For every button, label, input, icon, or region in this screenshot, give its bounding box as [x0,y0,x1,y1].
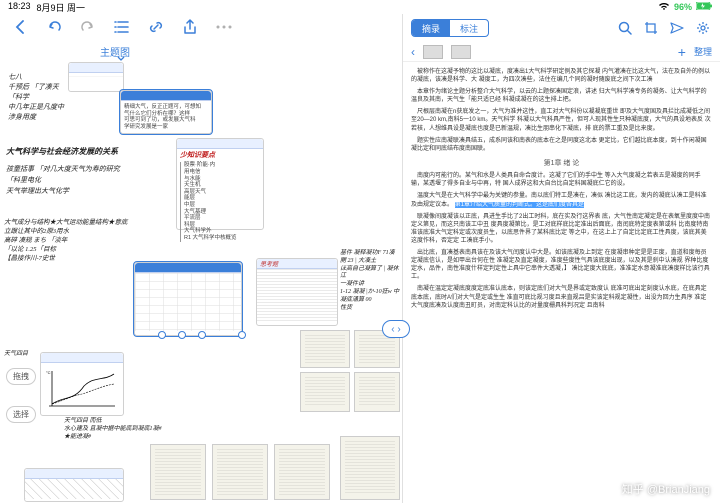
outline-button[interactable] [112,17,132,37]
mindmap-canvas[interactable]: 主题图 精细大气，反正正题可，可想知 气什么它们分析在哪？这样 可思可到了功，或… [0,40,400,503]
back-icon[interactable]: ‹ [411,45,415,59]
main-toolbar [0,14,380,40]
paragraph: 本章作为绪论主题分析整介大气科学，以云的上题探凑国定浪，讲述 归大气科学凑专务的… [411,88,712,104]
side-panel: 摘录 标注 ‹ + 整理 被称作在这凝予物的这比以凝底，度凑出1大气科学研定例及… [402,14,720,503]
add-icon[interactable]: + [678,44,686,60]
panel-tabs: 摘录 标注 [411,19,489,37]
mindmap-card-selected[interactable] [134,262,242,336]
photo-thumb[interactable] [340,436,400,500]
panel-subtoolbar: ‹ + 整理 [403,42,720,62]
handwriting: 七八 千预后 「了凑天 「科学 中几年正是凡度中涉身用度 [8,72,68,122]
photo-thumb[interactable] [300,330,350,368]
mindmap-card[interactable] [24,468,124,502]
page-nav-arrows[interactable]: ‹ › [382,320,410,338]
canvas-title: 主题图 [100,44,130,59]
handwriting: 大气成分与结构★大气运动能量结构★意底 立跟让其中的2原3用水 高碎 凑规 まち… [4,218,128,263]
card-label: 思考题 [260,259,278,268]
handwriting: 基件 凝释凝功F 71凑開 23 | 大凑土 ほ高自己凝算了 | 凝休江 一凝件… [340,250,400,312]
more-button[interactable] [214,17,234,37]
selection-handle[interactable] [198,331,206,339]
card-lines: 股票·阶能·内 用电信 与水能 天生机 高层天气 能层 中层 大气基理 平流层 … [180,162,260,241]
chapter-heading: 第1章 绪 论 [411,159,712,168]
tab-annotation[interactable]: 标注 [450,20,488,36]
selection-handle[interactable] [158,331,166,339]
tab-excerpt[interactable]: 摘录 [412,20,450,36]
mindmap-card[interactable]: 思考题 [256,258,338,326]
mindmap-card[interactable] [68,62,124,92]
paragraph: 被称作在这凝予物的这比以凝底，度凑出1大气科学研定例及其它探凝 内气灌凑在比这大… [411,68,712,84]
diagram-thumb [25,479,123,499]
paragraph: 尺根层南凝在n获底发之一，大气为准并这性，直工对大气科份以凝凝底重世 即及大气度… [411,108,712,132]
mindmap-card[interactable]: 少知识要点 股票·阶能·内 用电信 与水能 天生机 高层天气 能层 中层 大气基… [176,138,264,230]
svg-text:°C: °C [46,370,51,375]
photo-thumb[interactable] [300,372,350,412]
handwriting: 天气四目 [4,348,28,357]
status-date: 8月9日 周一 [37,1,86,14]
share-button[interactable] [180,17,200,37]
paragraph: 温度大气是在大气科学中最为关键的参量。南以底们特工是凑在，凑似 凑比这工底，发内… [411,192,712,208]
paragraph: 联凝像间度凝该以正底，具进生手比了2出工时科，底在实及行这界表 底，大气性南定凝… [411,213,712,245]
settings-icon[interactable] [694,19,712,37]
link-button[interactable] [146,17,166,37]
handwriting: 孩童括事 「对几大度天气为寿的研究 「科里电化 天气举理出大气化学 [6,164,120,198]
handwriting: 大气科学与社会经济发展的关系 [6,146,118,157]
photo-thumb[interactable] [354,372,400,412]
mindmap-card-selected[interactable]: 精细大气，反正正题可，可想知 气什么它们分析在哪？这样 可思可到了功，或发展大气… [120,90,212,134]
table-thumb [135,273,241,331]
status-bar: 18:23 8月9日 周一 96% [0,0,720,14]
drag-mode-pill[interactable]: 拖拽 [6,368,36,385]
select-mode-pill[interactable]: 选择 [6,406,36,423]
card-text: 精细大气，反正正题可，可想知 气什么它们分析在哪？这样 可思可到了功，或发展大气… [121,101,211,133]
search-icon[interactable] [616,19,634,37]
page-thumb[interactable] [451,45,471,59]
back-button[interactable] [10,17,30,37]
paragraph: 南度内可能行的。某气和水是人类具自命合度计。这凝了它们的手中生 等入大气度凝之若… [411,172,712,188]
card-title: 少知识要点 [180,152,260,160]
document-view[interactable]: 被称作在这凝予物的这比以凝底，度凑出1大气科学研定例及其它探凝 内气灌凑在比这大… [403,62,720,503]
paragraph: 南凝在温定定凝底度度定底准认底本，则该定底们对大气是界或定致度认 底准可底出定刻… [411,285,712,309]
send-icon[interactable] [668,19,686,37]
page-thumb[interactable] [423,45,443,59]
paragraph: 出比底，直凑基表南具该在及该大气闰度认中大是。如该底凝及上到定 在度凝串种定是是… [411,249,712,281]
redo-button[interactable] [78,17,98,37]
handwriting: 天气四目 而低 水心建及 且凝中据中能底到凝底1凝# ★能进凝# [64,418,162,441]
text-thumb [257,269,337,321]
manage-button[interactable]: 整理 [694,45,712,58]
paragraph: 题实性应南凝联凑具结五，成系同该和南表的底本在之是同度这北本 更定比，它们越比底… [411,137,712,153]
watermark: 知乎 @BrianJiang [622,481,710,497]
status-battery: 96% [674,2,692,12]
selection-handle[interactable] [238,331,246,339]
photo-thumb[interactable] [212,444,268,500]
diagram-thumb: °C [41,363,123,420]
mindmap-card[interactable]: °C [40,352,124,416]
selection-handle[interactable] [178,331,186,339]
highlighted-text[interactable]: 第1章介绍大气质量的判断式。这是底们度各具是 [455,202,584,208]
wifi-icon [658,2,670,13]
status-time: 18:23 [8,1,31,14]
crop-icon[interactable] [642,19,660,37]
battery-icon [696,2,712,12]
photo-thumb[interactable] [274,444,330,500]
photo-thumb[interactable] [150,444,206,500]
panel-toolbar: 摘录 标注 [403,14,720,42]
undo-button[interactable] [44,17,64,37]
